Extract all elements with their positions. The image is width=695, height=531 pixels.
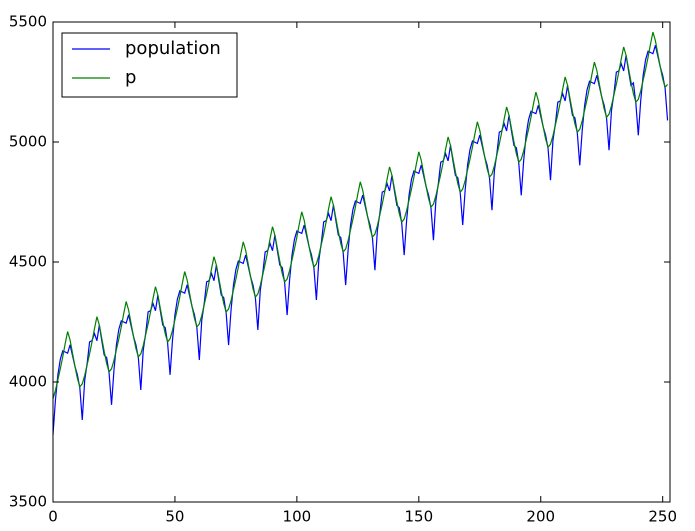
y-tick-label: 5500 xyxy=(9,13,47,31)
y-tick-label: 5000 xyxy=(9,133,47,151)
legend-label: p xyxy=(125,67,136,88)
y-tick-label: 3500 xyxy=(9,493,47,511)
x-tick-label: 50 xyxy=(165,508,184,526)
series-line xyxy=(52,45,669,435)
y-tick-label: 4000 xyxy=(9,373,47,391)
x-tick-label: 250 xyxy=(648,508,677,526)
x-tick-label: 0 xyxy=(48,508,58,526)
x-tick-label: 200 xyxy=(526,508,555,526)
legend-label: population xyxy=(125,38,221,59)
legend-box xyxy=(61,32,238,98)
x-tick-label: 100 xyxy=(283,508,312,526)
x-tick-label: 150 xyxy=(404,508,433,526)
y-tick-label: 4500 xyxy=(9,253,47,271)
series-line xyxy=(52,31,669,399)
